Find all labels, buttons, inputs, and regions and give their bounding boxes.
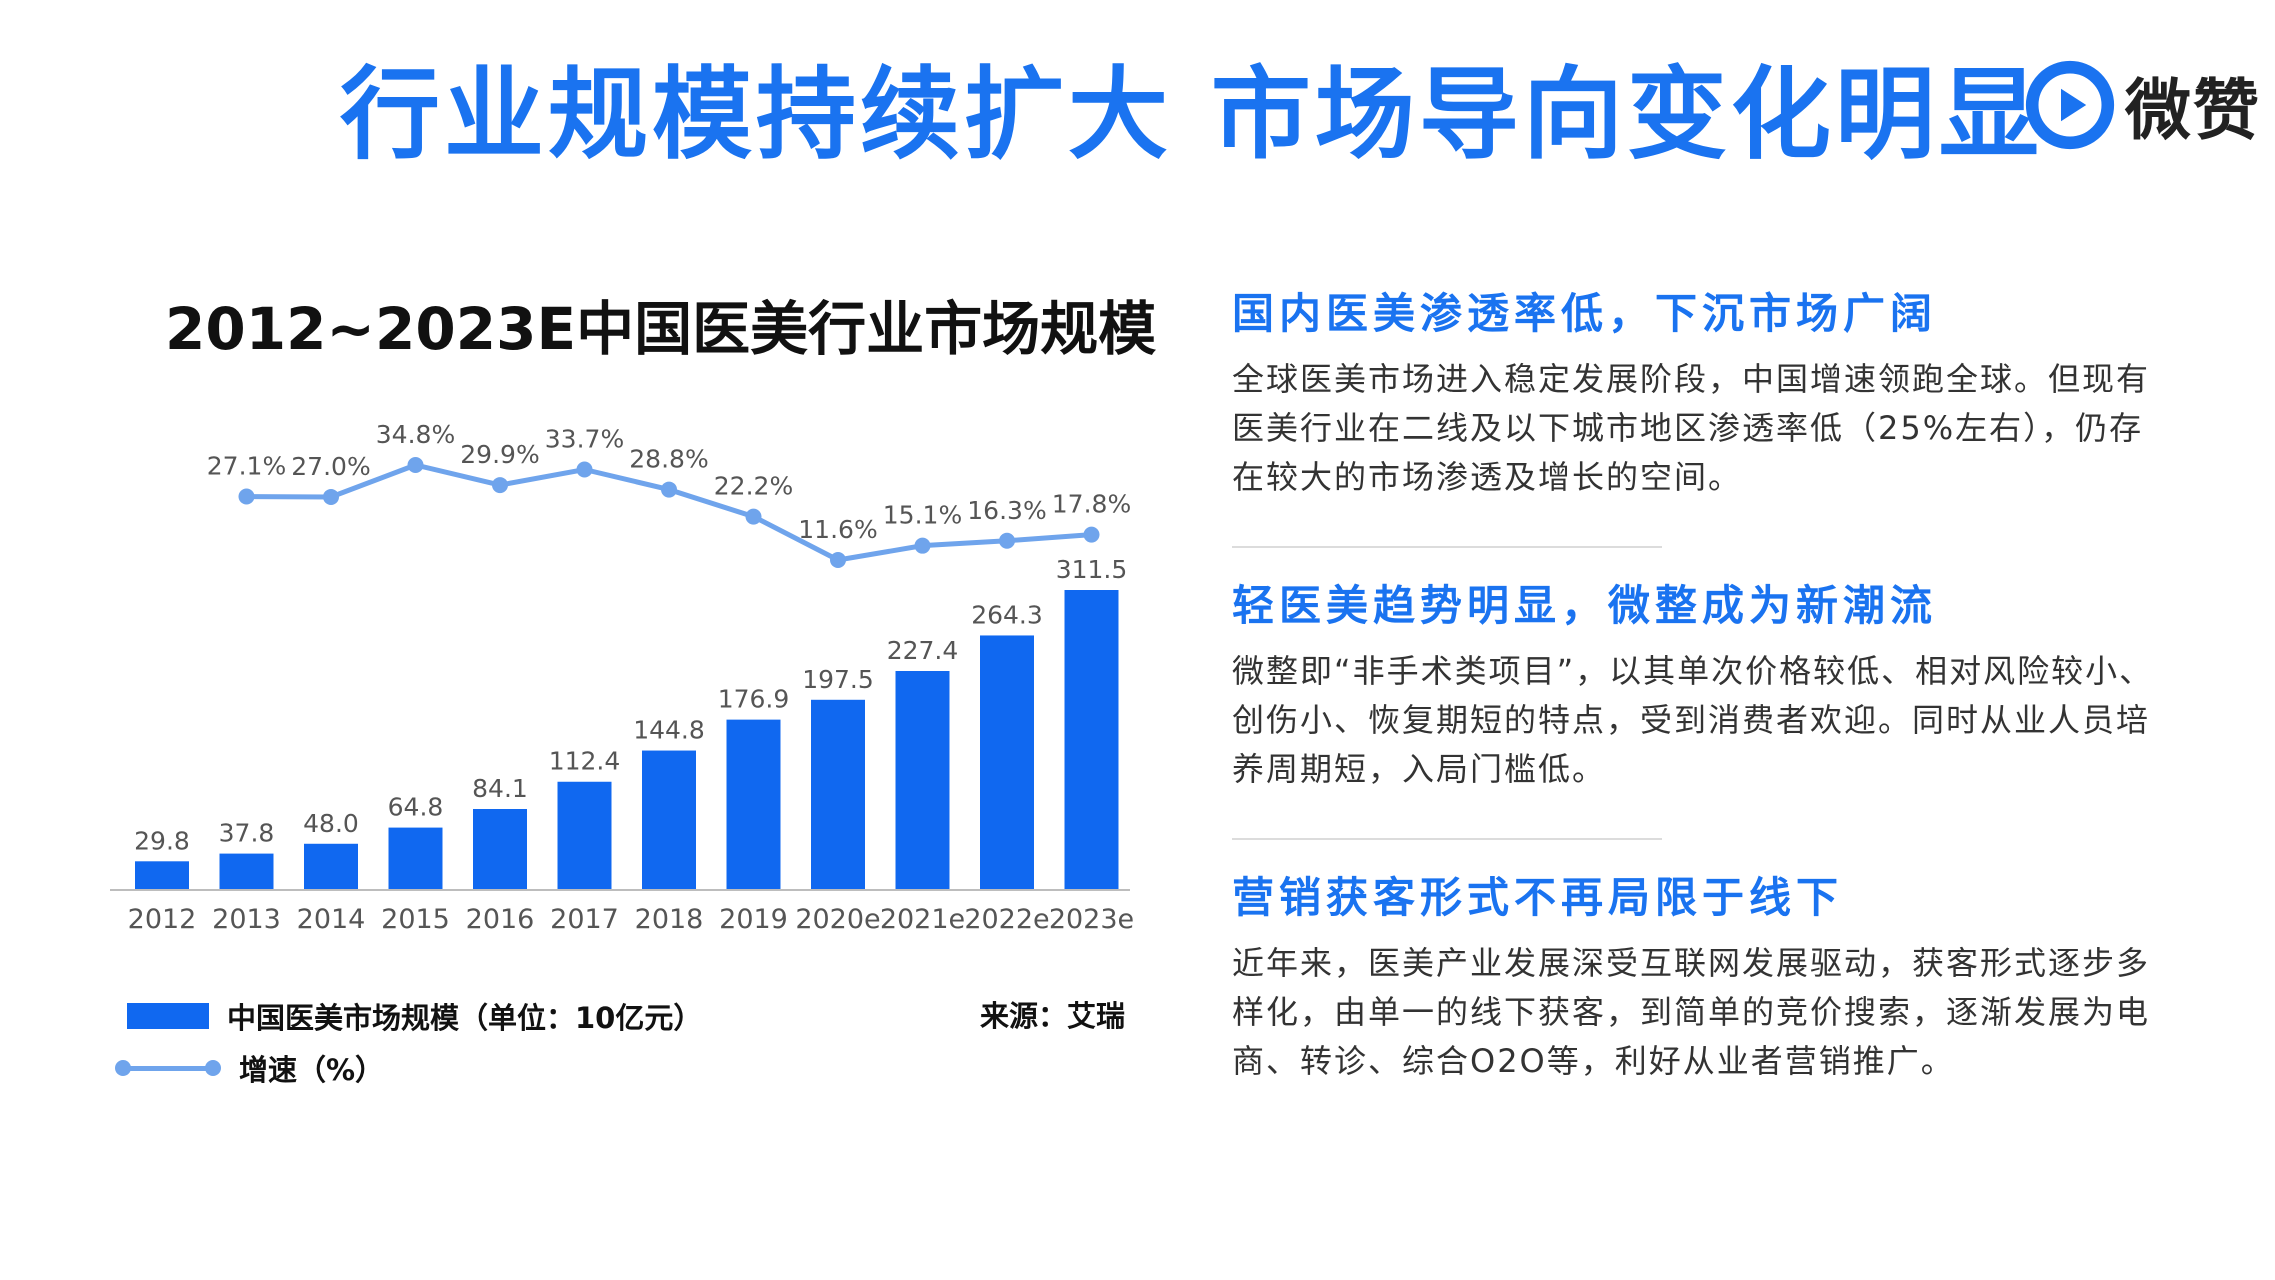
bar-value-label: 176.9 (718, 685, 790, 714)
legend-item-market-size: 中国医美市场规模（单位：10亿元） (115, 990, 1125, 1042)
growth-point-2019 (745, 508, 762, 525)
bar-value-label: 64.8 (388, 793, 444, 822)
bar-2020e (811, 699, 865, 890)
growth-point-2017 (576, 461, 593, 478)
section-title: 营销获客形式不再局限于线下 (1232, 873, 1844, 922)
x-tick-label: 2022e (964, 904, 1049, 935)
logo-text: 微赞 (2125, 72, 2261, 149)
legend-label-market-size: 中国医美市场规模（单位：10亿元） (227, 1001, 703, 1035)
bar-value-label: 84.1 (472, 774, 528, 803)
x-tick-label: 2019 (719, 904, 788, 935)
chart-legend: 中国医美市场规模（单位：10亿元） 增速（%） 来源：艾瑞 (115, 990, 1125, 1100)
bar-2012 (135, 861, 189, 890)
growth-point-2020e (830, 552, 846, 568)
growth-point-2015 (407, 457, 424, 473)
growth-point-2013 (238, 488, 255, 505)
bar-value-label: 197.5 (802, 665, 874, 694)
insight-section-marketing: 营销获客形式不再局限于线下 近年来，医美产业发展深受互联网发展驱动，获客形式逐步… (1232, 864, 2172, 1086)
bar-value-label: 48.0 (303, 809, 359, 838)
bar-value-label: 29.8 (134, 826, 190, 855)
growth-value-label: 34.8% (376, 420, 455, 449)
bar-2015 (388, 827, 443, 890)
bar-value-label: 264.3 (971, 600, 1043, 629)
growth-value-label: 33.7% (545, 425, 624, 454)
insight-section-light-aesthetics: 轻医美趋势明显，微整成为新潮流 微整即“非手术类项目”，以其单次价格较低、相对风… (1232, 572, 2172, 794)
chart-source: 来源：艾瑞 (979, 999, 1125, 1033)
growth-point-2018 (661, 481, 677, 498)
section-divider (1232, 546, 1662, 548)
play-icon (2025, 60, 2115, 150)
legend-item-growth: 增速（%） (115, 1042, 1125, 1094)
growth-value-label: 28.8% (629, 445, 708, 474)
section-body: 近年来，医美产业发展深受互联网发展驱动，获客形式逐步多样化，由单一的线下获客，到… (1232, 944, 2151, 1080)
bar-2019 (726, 719, 781, 890)
chart-title: 2012~2023E中国医美行业市场规模 (165, 295, 1157, 363)
x-tick-label: 2013 (212, 904, 281, 935)
bar-2014 (304, 843, 358, 890)
section-title: 轻医美趋势明显，微整成为新潮流 (1232, 581, 1938, 630)
growth-value-label: 15.1% (883, 501, 962, 530)
growth-value-label: 27.0% (291, 452, 370, 481)
insight-section-penetration: 国内医美渗透率低，下沉市场广阔 全球医美市场进入稳定发展阶段，中国增速领跑全球。… (1232, 280, 2172, 502)
bar-value-label: 144.8 (633, 716, 705, 745)
section-title: 国内医美渗透率低，下沉市场广阔 (1232, 289, 1938, 338)
growth-value-label: 29.9% (460, 440, 539, 469)
growth-value-label: 16.3% (967, 496, 1046, 525)
section-body: 全球医美市场进入稳定发展阶段，中国增速领跑全球。但现有医美行业在二线及以下城市地… (1232, 360, 2151, 496)
bar-value-label: 311.5 (1056, 555, 1128, 584)
bar-value-label: 37.8 (219, 819, 275, 848)
growth-point-2022e (999, 532, 1015, 549)
section-body: 微整即“非手术类项目”，以其单次价格较低、相对风险较小、创伤小、恢复期短的特点，… (1232, 652, 2154, 788)
growth-value-label: 22.2% (714, 472, 793, 501)
x-tick-label: 2012 (128, 904, 197, 935)
legend-swatch-line (115, 1055, 221, 1081)
page-title: 行业规模持续扩大 市场导向变化明显 (340, 56, 2043, 173)
legend-label-growth: 增速（%） (239, 1053, 385, 1087)
x-tick-label: 2015 (381, 904, 450, 935)
x-tick-label: 2018 (635, 904, 704, 935)
x-tick-label: 2016 (466, 904, 535, 935)
growth-value-label: 17.8% (1052, 490, 1131, 519)
growth-point-2023e (1083, 526, 1100, 543)
section-divider (1232, 838, 1662, 840)
x-tick-label: 2020e (795, 904, 880, 935)
x-tick-label: 2017 (550, 904, 619, 935)
growth-value-label: 27.1% (207, 452, 286, 481)
x-tick-label: 2023e (1049, 904, 1134, 935)
bar-2023e (1064, 590, 1119, 890)
market-size-chart: 29.8 2012 37.8 2013 48.0 2014 64.8 2015 84.1 2016… (110, 420, 1134, 935)
growth-point-2021e (914, 537, 931, 554)
bar-2022e (980, 635, 1034, 890)
bar-value-label: 227.4 (887, 636, 959, 665)
brand-logo: 微赞 (2025, 55, 2261, 155)
growth-point-2014 (323, 488, 339, 505)
bar-2016 (473, 809, 527, 890)
x-tick-label: 2021e (880, 904, 965, 935)
bar-2018 (642, 750, 696, 890)
growth-line (246, 462, 1092, 563)
growth-point-2016 (492, 477, 508, 494)
bar-2013 (219, 853, 274, 890)
bar-value-label: 112.4 (549, 747, 621, 776)
legend-swatch-bar (127, 1003, 209, 1029)
growth-value-label: 11.6% (798, 515, 877, 544)
bar-2017 (557, 781, 612, 890)
x-tick-label: 2014 (297, 904, 366, 935)
bar-2021e (895, 670, 950, 890)
